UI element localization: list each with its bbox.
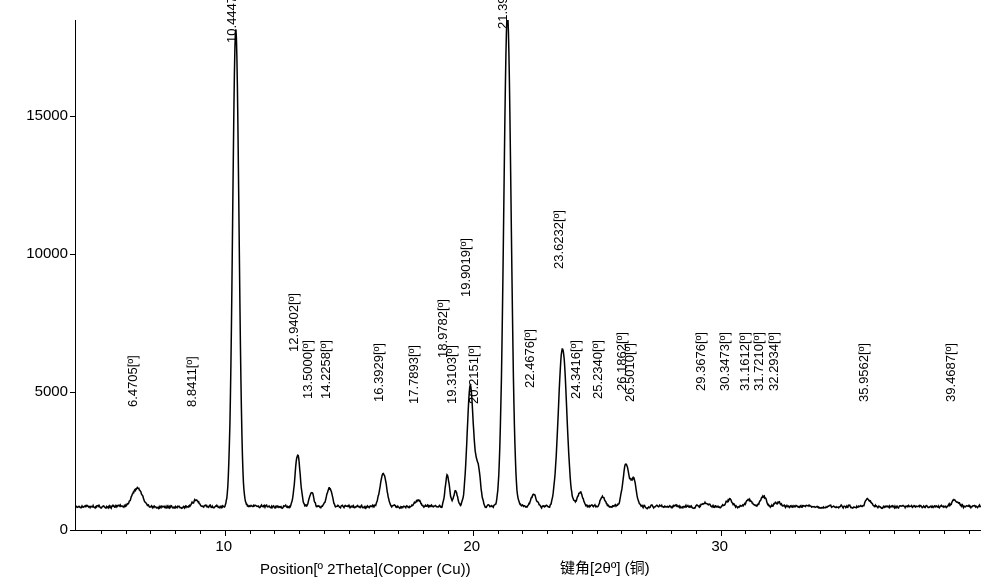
x-minor-tick xyxy=(696,530,697,534)
peak-label: 12.9402[º] xyxy=(286,293,301,352)
x-minor-tick xyxy=(869,530,870,534)
x-minor-tick xyxy=(597,530,598,534)
peak-label: 24.3416[º] xyxy=(568,340,583,399)
x-minor-tick xyxy=(770,530,771,534)
x-minor-tick xyxy=(423,530,424,534)
peak-label: 25.2340[º] xyxy=(590,340,605,399)
peak-label: 35.9562[º] xyxy=(856,343,871,402)
x-tick xyxy=(721,530,722,536)
peak-label: 22.4676[º] xyxy=(522,329,537,388)
x-minor-tick xyxy=(919,530,920,534)
x-minor-tick xyxy=(448,530,449,534)
peak-label: 17.7893[º] xyxy=(406,345,421,404)
peak-label: 13.5000[º] xyxy=(300,340,315,399)
x-minor-tick xyxy=(374,530,375,534)
x-minor-tick xyxy=(126,530,127,534)
peak-label: 19.3103[º] xyxy=(444,345,459,404)
plot-area xyxy=(75,20,981,531)
x-axis-title-left: Position[º 2Theta](Copper (Cu)) xyxy=(260,561,471,578)
y-axis-label: 15000 xyxy=(8,107,68,124)
x-minor-tick xyxy=(795,530,796,534)
x-minor-tick xyxy=(944,530,945,534)
x-minor-tick xyxy=(646,530,647,534)
y-axis-label: 0 xyxy=(8,521,68,538)
x-minor-tick xyxy=(274,530,275,534)
peak-label: 16.3929[º] xyxy=(371,343,386,402)
x-minor-tick xyxy=(101,530,102,534)
x-minor-tick xyxy=(547,530,548,534)
x-axis-title-right: 键角[2θº] (铜) xyxy=(560,557,650,578)
x-minor-tick xyxy=(324,530,325,534)
x-minor-tick xyxy=(845,530,846,534)
x-axis-label: 10 xyxy=(215,538,232,555)
peak-label: 29.3676[º] xyxy=(693,332,708,391)
spectrum-line xyxy=(76,20,981,530)
x-minor-tick xyxy=(349,530,350,534)
x-axis-label: 20 xyxy=(463,538,480,555)
x-minor-tick xyxy=(175,530,176,534)
peak-label: 20.2151[º] xyxy=(466,345,481,404)
x-tick xyxy=(225,530,226,536)
x-minor-tick xyxy=(745,530,746,534)
peak-label: 26.5010[º] xyxy=(622,343,637,402)
peak-label: 32.2934[º] xyxy=(766,332,781,391)
x-axis-label: 30 xyxy=(711,538,728,555)
x-minor-tick xyxy=(250,530,251,534)
peak-label: 39.4687[º] xyxy=(943,343,958,402)
y-tick xyxy=(70,254,76,255)
peak-label: 6.4705[º] xyxy=(125,355,140,407)
x-minor-tick xyxy=(398,530,399,534)
peak-label: 14.2258[º] xyxy=(318,340,333,399)
x-minor-tick xyxy=(621,530,622,534)
x-minor-tick xyxy=(150,530,151,534)
y-tick xyxy=(70,392,76,393)
y-axis-label: 10000 xyxy=(8,245,68,262)
peak-label: 21.3997[º] xyxy=(495,0,510,29)
x-minor-tick xyxy=(671,530,672,534)
peak-label: 19.9019[º] xyxy=(458,238,473,297)
x-minor-tick xyxy=(969,530,970,534)
x-minor-tick xyxy=(894,530,895,534)
xrd-chart: Position[º 2Theta](Copper (Cu)) 键角[2θº] … xyxy=(0,0,1000,584)
x-minor-tick xyxy=(498,530,499,534)
x-minor-tick xyxy=(299,530,300,534)
x-minor-tick xyxy=(572,530,573,534)
x-minor-tick xyxy=(522,530,523,534)
y-axis-label: 5000 xyxy=(8,383,68,400)
x-minor-tick xyxy=(200,530,201,534)
peak-label: 30.3473[º] xyxy=(717,332,732,391)
peak-label: 23.6232[º] xyxy=(551,210,566,269)
y-tick xyxy=(70,116,76,117)
x-minor-tick xyxy=(820,530,821,534)
x-tick xyxy=(473,530,474,536)
peak-label: 10.4447[º] xyxy=(224,0,239,43)
y-tick xyxy=(70,530,76,531)
peak-label: 8.8411[º] xyxy=(184,356,199,407)
peak-label: 31.7210[º] xyxy=(751,332,766,391)
